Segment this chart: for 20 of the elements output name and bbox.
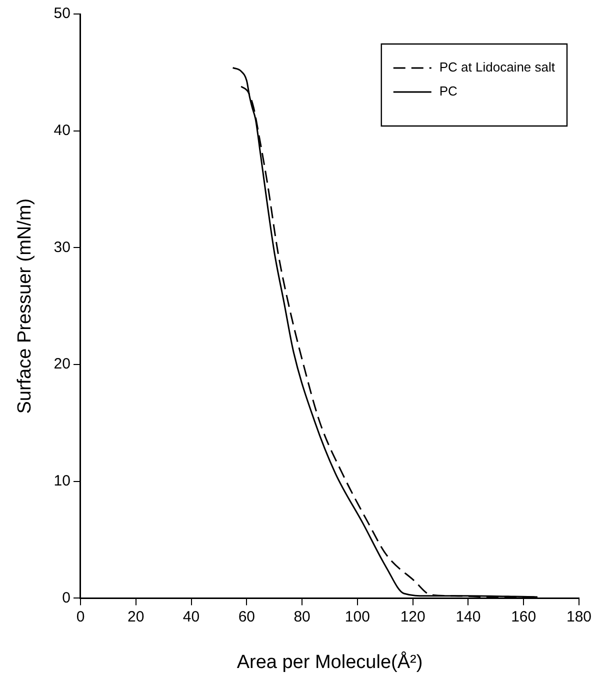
y-tick-label: 10 bbox=[54, 472, 70, 490]
y-tick-label: 20 bbox=[54, 356, 70, 373]
x-tick-label: 60 bbox=[238, 608, 255, 626]
y-tick-label: 50 bbox=[54, 5, 70, 22]
x-tick-label: 0 bbox=[76, 608, 85, 626]
x-tick-label: 80 bbox=[294, 608, 310, 626]
x-axis-title: Area per Molecule(Å²) bbox=[236, 650, 423, 673]
y-axis-title: Surface Pressuer (mN/m) bbox=[14, 198, 36, 414]
x-tick-label: 160 bbox=[511, 608, 536, 626]
legend-label: PC at Lidocaine salt bbox=[439, 60, 556, 75]
legend-label: PC bbox=[439, 84, 458, 99]
y-tick-label: 30 bbox=[54, 238, 70, 256]
y-tick-label: 0 bbox=[62, 589, 70, 606]
x-tick-label: 120 bbox=[400, 608, 426, 626]
x-tick-label: 180 bbox=[566, 608, 592, 626]
x-tick-label: 140 bbox=[456, 608, 481, 626]
y-tick-label: 40 bbox=[54, 122, 70, 139]
x-tick-label: 100 bbox=[344, 608, 370, 626]
x-tick-label: 40 bbox=[182, 608, 200, 626]
x-tick-label: 20 bbox=[128, 608, 144, 626]
